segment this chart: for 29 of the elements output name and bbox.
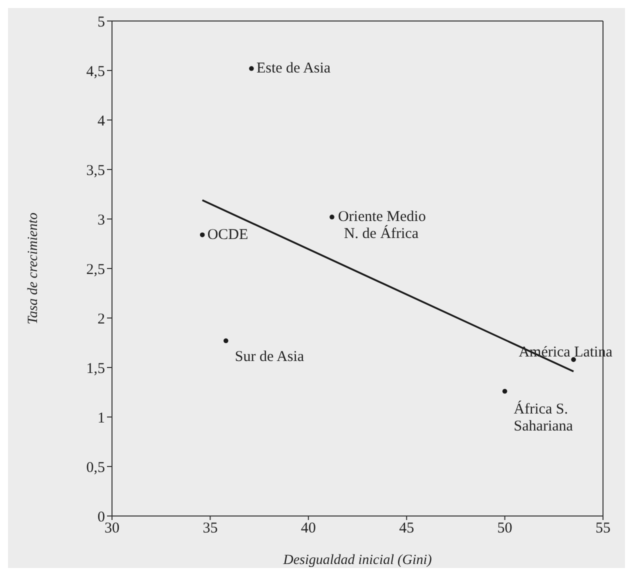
y-tick-label: 1 <box>98 410 105 426</box>
x-tick-label: 35 <box>202 520 218 537</box>
y-tick-label: 3,5 <box>86 162 105 179</box>
point <box>249 66 254 71</box>
y-tick-label: 2 <box>98 311 105 328</box>
point <box>502 388 508 394</box>
x-tick-label: 50 <box>497 520 512 537</box>
x-tick-label: 30 <box>104 520 120 537</box>
y-tick-label: 0,5 <box>86 460 105 476</box>
annotation: Este de Asia <box>256 60 331 77</box>
point <box>330 214 334 220</box>
point <box>200 232 205 238</box>
y-axis-title: Tasa de crecimiento <box>26 212 41 324</box>
x-tick-label: 45 <box>399 520 414 537</box>
y-tick-label: 3 <box>98 212 105 228</box>
annotation: OCDE <box>207 226 248 243</box>
x-axis-title: Desigualdad inicial (Gini) <box>282 553 432 568</box>
y-tick-label: 2,5 <box>86 262 105 278</box>
annotation: Oriente Medio N. de África <box>338 209 426 242</box>
y-tick-label: 4,5 <box>86 64 105 80</box>
annotation: África S. Sahariana <box>514 400 574 434</box>
point <box>224 338 228 344</box>
y-tick-label: 1,5 <box>86 360 105 377</box>
annotation: Sur de Asia <box>234 348 304 365</box>
y-tick-label: 5 <box>98 14 105 30</box>
y-tick-label: 0 <box>98 509 105 526</box>
x-tick-label: 55 <box>596 520 610 537</box>
x-tick-label: 40 <box>300 520 316 537</box>
y-tick-label: 4 <box>98 113 106 130</box>
